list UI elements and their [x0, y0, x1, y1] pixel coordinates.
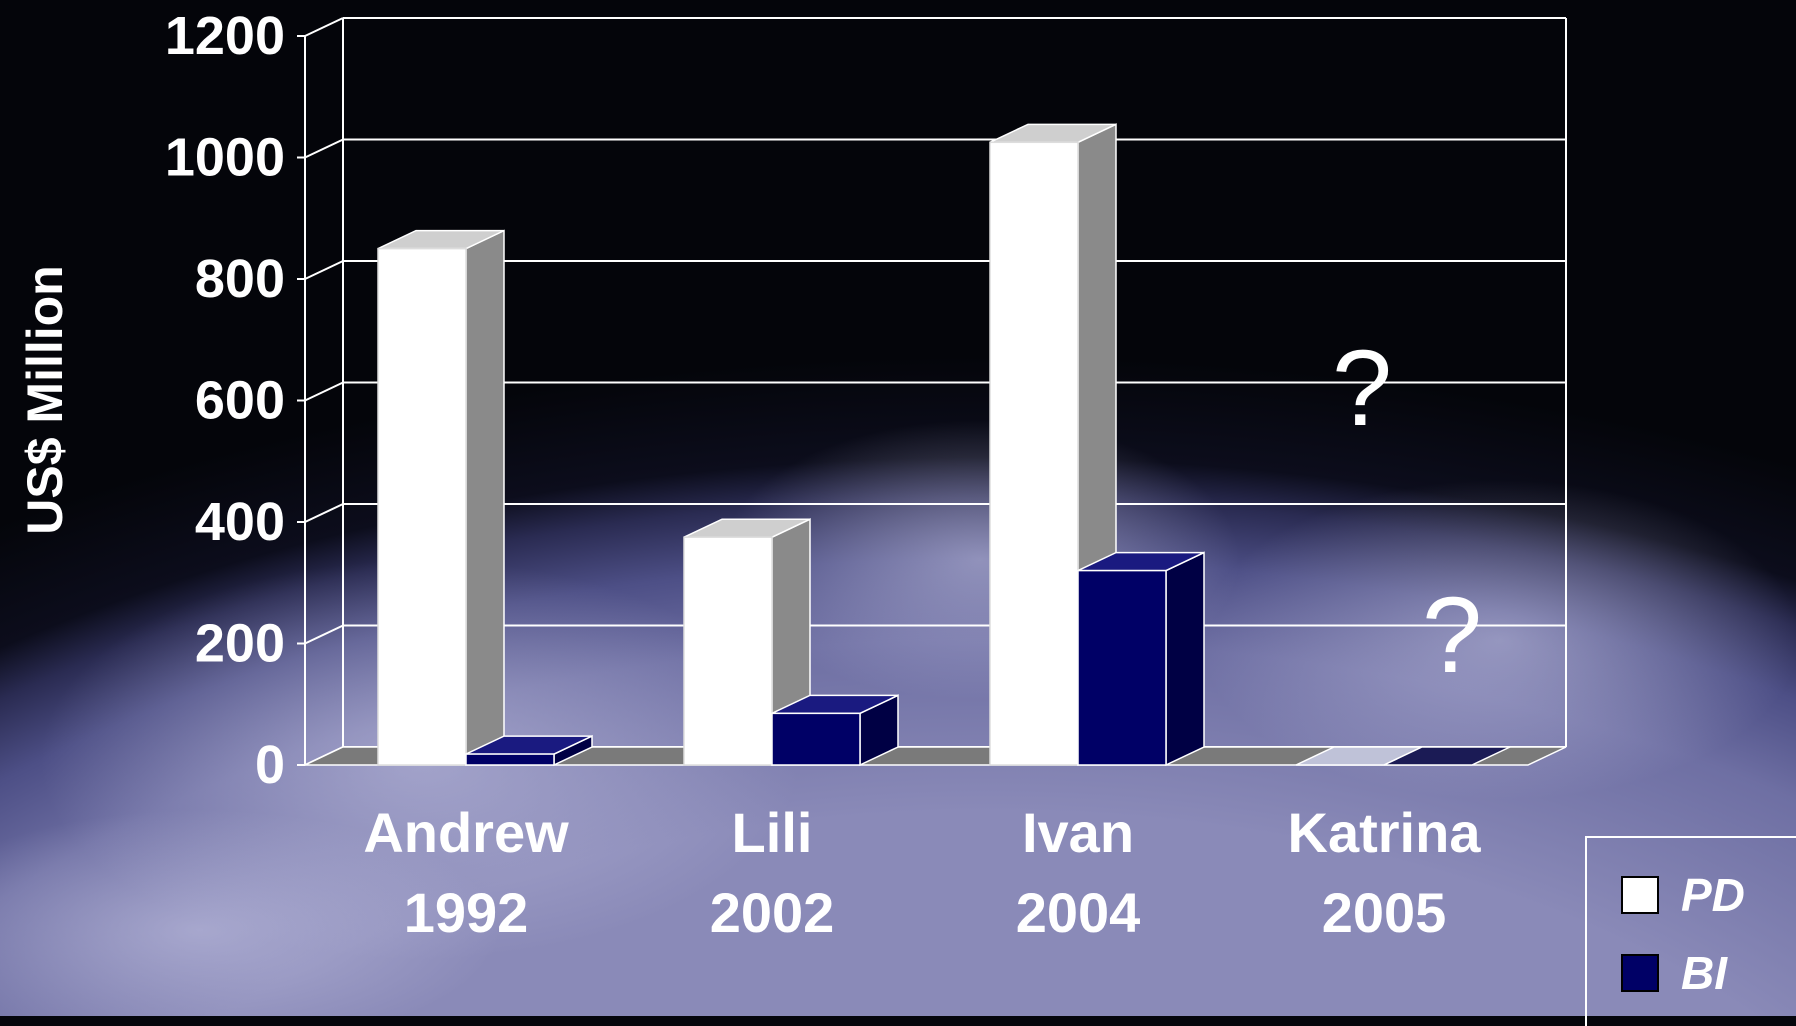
y-tick-label: 400: [195, 492, 285, 552]
gridline-side: [304, 260, 344, 280]
x-category-name: Lili: [732, 801, 813, 864]
x-category-labels: Andrew 1992 Lili 2002 Ivan 2004 Katrina 2005: [363, 801, 1481, 944]
x-category-year: 1992: [404, 881, 529, 944]
y-axis-label: US$ Million: [17, 265, 73, 534]
y-tick-label: 800: [195, 249, 285, 309]
bar-front: [683, 536, 773, 766]
bar-front: [1077, 569, 1167, 766]
legend-label-pd: PD: [1681, 869, 1745, 921]
x-category-name: Ivan: [1022, 801, 1134, 864]
x-category-year: 2002: [710, 881, 835, 944]
y-tick-label: 200: [195, 614, 285, 674]
legend-item-pd: PD: [1621, 869, 1745, 921]
legend-item-bi: BI: [1621, 947, 1727, 999]
x-category-year: 2004: [1016, 881, 1141, 944]
x-category-year: 2005: [1322, 881, 1447, 944]
y-tick-label: 600: [195, 371, 285, 431]
gridline-side: [304, 381, 344, 402]
bar-bi-katrina: [1383, 746, 1511, 766]
gridline-side: [304, 17, 344, 37]
y-tick-label: 1200: [165, 6, 285, 66]
legend-label-bi: BI: [1681, 947, 1727, 999]
bar-front: [989, 141, 1079, 766]
question-mark-pd: ?: [1332, 327, 1392, 448]
bar-side: [1165, 551, 1205, 767]
x-category-name: Andrew: [363, 801, 569, 864]
x-category-name: Katrina: [1288, 801, 1482, 864]
legend: PD BI: [1585, 836, 1796, 1026]
y-tick-labels: 0 200 400 600 800 1000 1200: [165, 6, 285, 795]
legend-swatch-pd: [1621, 876, 1659, 914]
gridline-side: [304, 503, 344, 523]
bar-front: [465, 753, 555, 766]
bar-pd-andrew: [377, 229, 505, 767]
y-tick-label: 0: [255, 735, 285, 795]
y-tick-label: 1000: [165, 128, 285, 188]
legend-swatch-bi: [1621, 954, 1659, 992]
bar-side: [465, 229, 505, 767]
gridlines: [297, 17, 1567, 766]
bar-bi-ivan: [1077, 551, 1205, 767]
bar-bi-lili: [771, 694, 899, 767]
question-mark-bi: ?: [1422, 574, 1482, 695]
gridline-side: [304, 138, 344, 159]
annotations: ? ?: [1332, 327, 1482, 695]
bar-bi-andrew: [465, 734, 593, 767]
bar-front: [377, 247, 467, 766]
gridline-side: [304, 624, 344, 645]
bar-front: [771, 712, 861, 766]
bars: [377, 123, 1511, 767]
